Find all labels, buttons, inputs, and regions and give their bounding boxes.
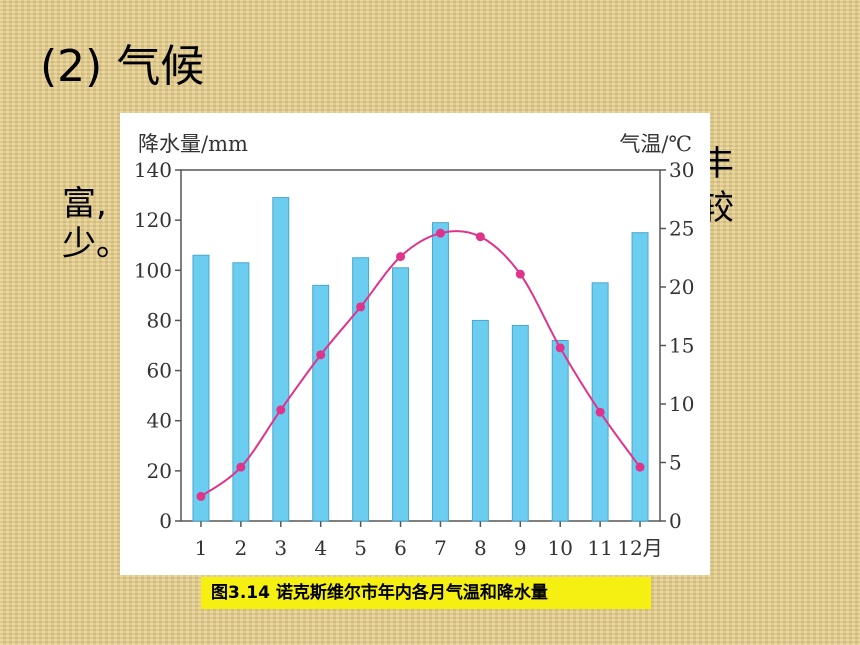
precipitation-bar xyxy=(232,262,250,522)
temperature-point xyxy=(276,405,286,415)
body-text-fragment: 少。 xyxy=(62,224,130,264)
temperature-point xyxy=(555,343,565,353)
x-axis-tick-label: 7 xyxy=(434,536,447,560)
precipitation-bar xyxy=(312,284,330,522)
x-axis-tick-label: 4 xyxy=(314,536,327,560)
right-axis-tick-label: 10 xyxy=(669,392,694,416)
temperature-line xyxy=(200,230,641,498)
temperature-point xyxy=(635,462,645,472)
precipitation-bar xyxy=(511,324,529,522)
precipitation-bar xyxy=(272,197,290,522)
precipitation-bar xyxy=(591,282,609,522)
precipitation-bar xyxy=(631,232,649,522)
temperature-point xyxy=(316,350,326,360)
temperature-point xyxy=(595,407,605,417)
precipitation-bar xyxy=(551,339,569,522)
body-text-fragment: 富, xyxy=(62,184,107,224)
x-axis-tick-label: 2 xyxy=(235,536,248,560)
temperature-point xyxy=(196,491,206,501)
x-axis-tick-label: 12月 xyxy=(617,536,662,560)
precipitation-bar xyxy=(192,254,210,522)
x-axis-tick-label: 9 xyxy=(514,536,527,560)
precipitation-bar xyxy=(471,319,489,522)
x-axis-tick-label: 8 xyxy=(474,536,487,560)
temperature-point xyxy=(515,269,525,279)
x-axis-tick-label: 5 xyxy=(354,536,367,560)
temperature-point xyxy=(236,462,246,472)
x-axis-tick-label: 10 xyxy=(547,536,572,560)
temperature-point xyxy=(356,302,366,312)
left-axis-tick-label: 120 xyxy=(134,208,172,232)
right-axis-tick-label: 30 xyxy=(669,158,694,182)
left-axis-tick-label: 40 xyxy=(147,409,172,433)
precipitation-bar xyxy=(431,222,449,522)
left-axis-tick-label: 140 xyxy=(134,158,172,182)
left-axis-tick-label: 80 xyxy=(147,308,172,332)
x-axis-tick-label: 6 xyxy=(394,536,407,560)
slide-title: (2) 气候 xyxy=(40,41,205,92)
left-axis-title: 降水量/mm xyxy=(138,132,248,156)
left-axis-tick-label: 20 xyxy=(147,459,172,483)
right-axis-title: 气温/℃ xyxy=(619,132,692,156)
x-axis-tick-label: 1 xyxy=(195,536,208,560)
temperature-point xyxy=(435,228,445,238)
right-axis-tick-label: 0 xyxy=(669,509,682,533)
right-axis-tick-label: 5 xyxy=(669,451,682,475)
temperature-point xyxy=(396,252,406,262)
right-axis-tick-label: 25 xyxy=(669,217,694,241)
left-axis-tick-label: 100 xyxy=(134,258,172,282)
figure-caption: 图3.14 诺克斯维尔市年内各月气温和降水量 xyxy=(201,577,651,609)
temperature-point xyxy=(475,232,485,242)
left-axis-tick-label: 0 xyxy=(159,509,172,533)
x-axis-tick-label: 3 xyxy=(274,536,287,560)
precipitation-bar xyxy=(392,267,410,522)
right-axis-tick-label: 15 xyxy=(669,334,694,358)
left-axis-tick-label: 60 xyxy=(147,359,172,383)
precipitation-bar xyxy=(352,257,370,522)
x-axis-tick-label: 11 xyxy=(587,536,612,560)
right-axis-tick-label: 20 xyxy=(669,275,694,299)
plot-frame xyxy=(180,169,661,522)
climate-chart-panel: 0 20 40 60 80 100 120 140 0 5 10 15 20 25 30 1 2 3 4 5 6 7 8 9 1… xyxy=(120,113,710,575)
